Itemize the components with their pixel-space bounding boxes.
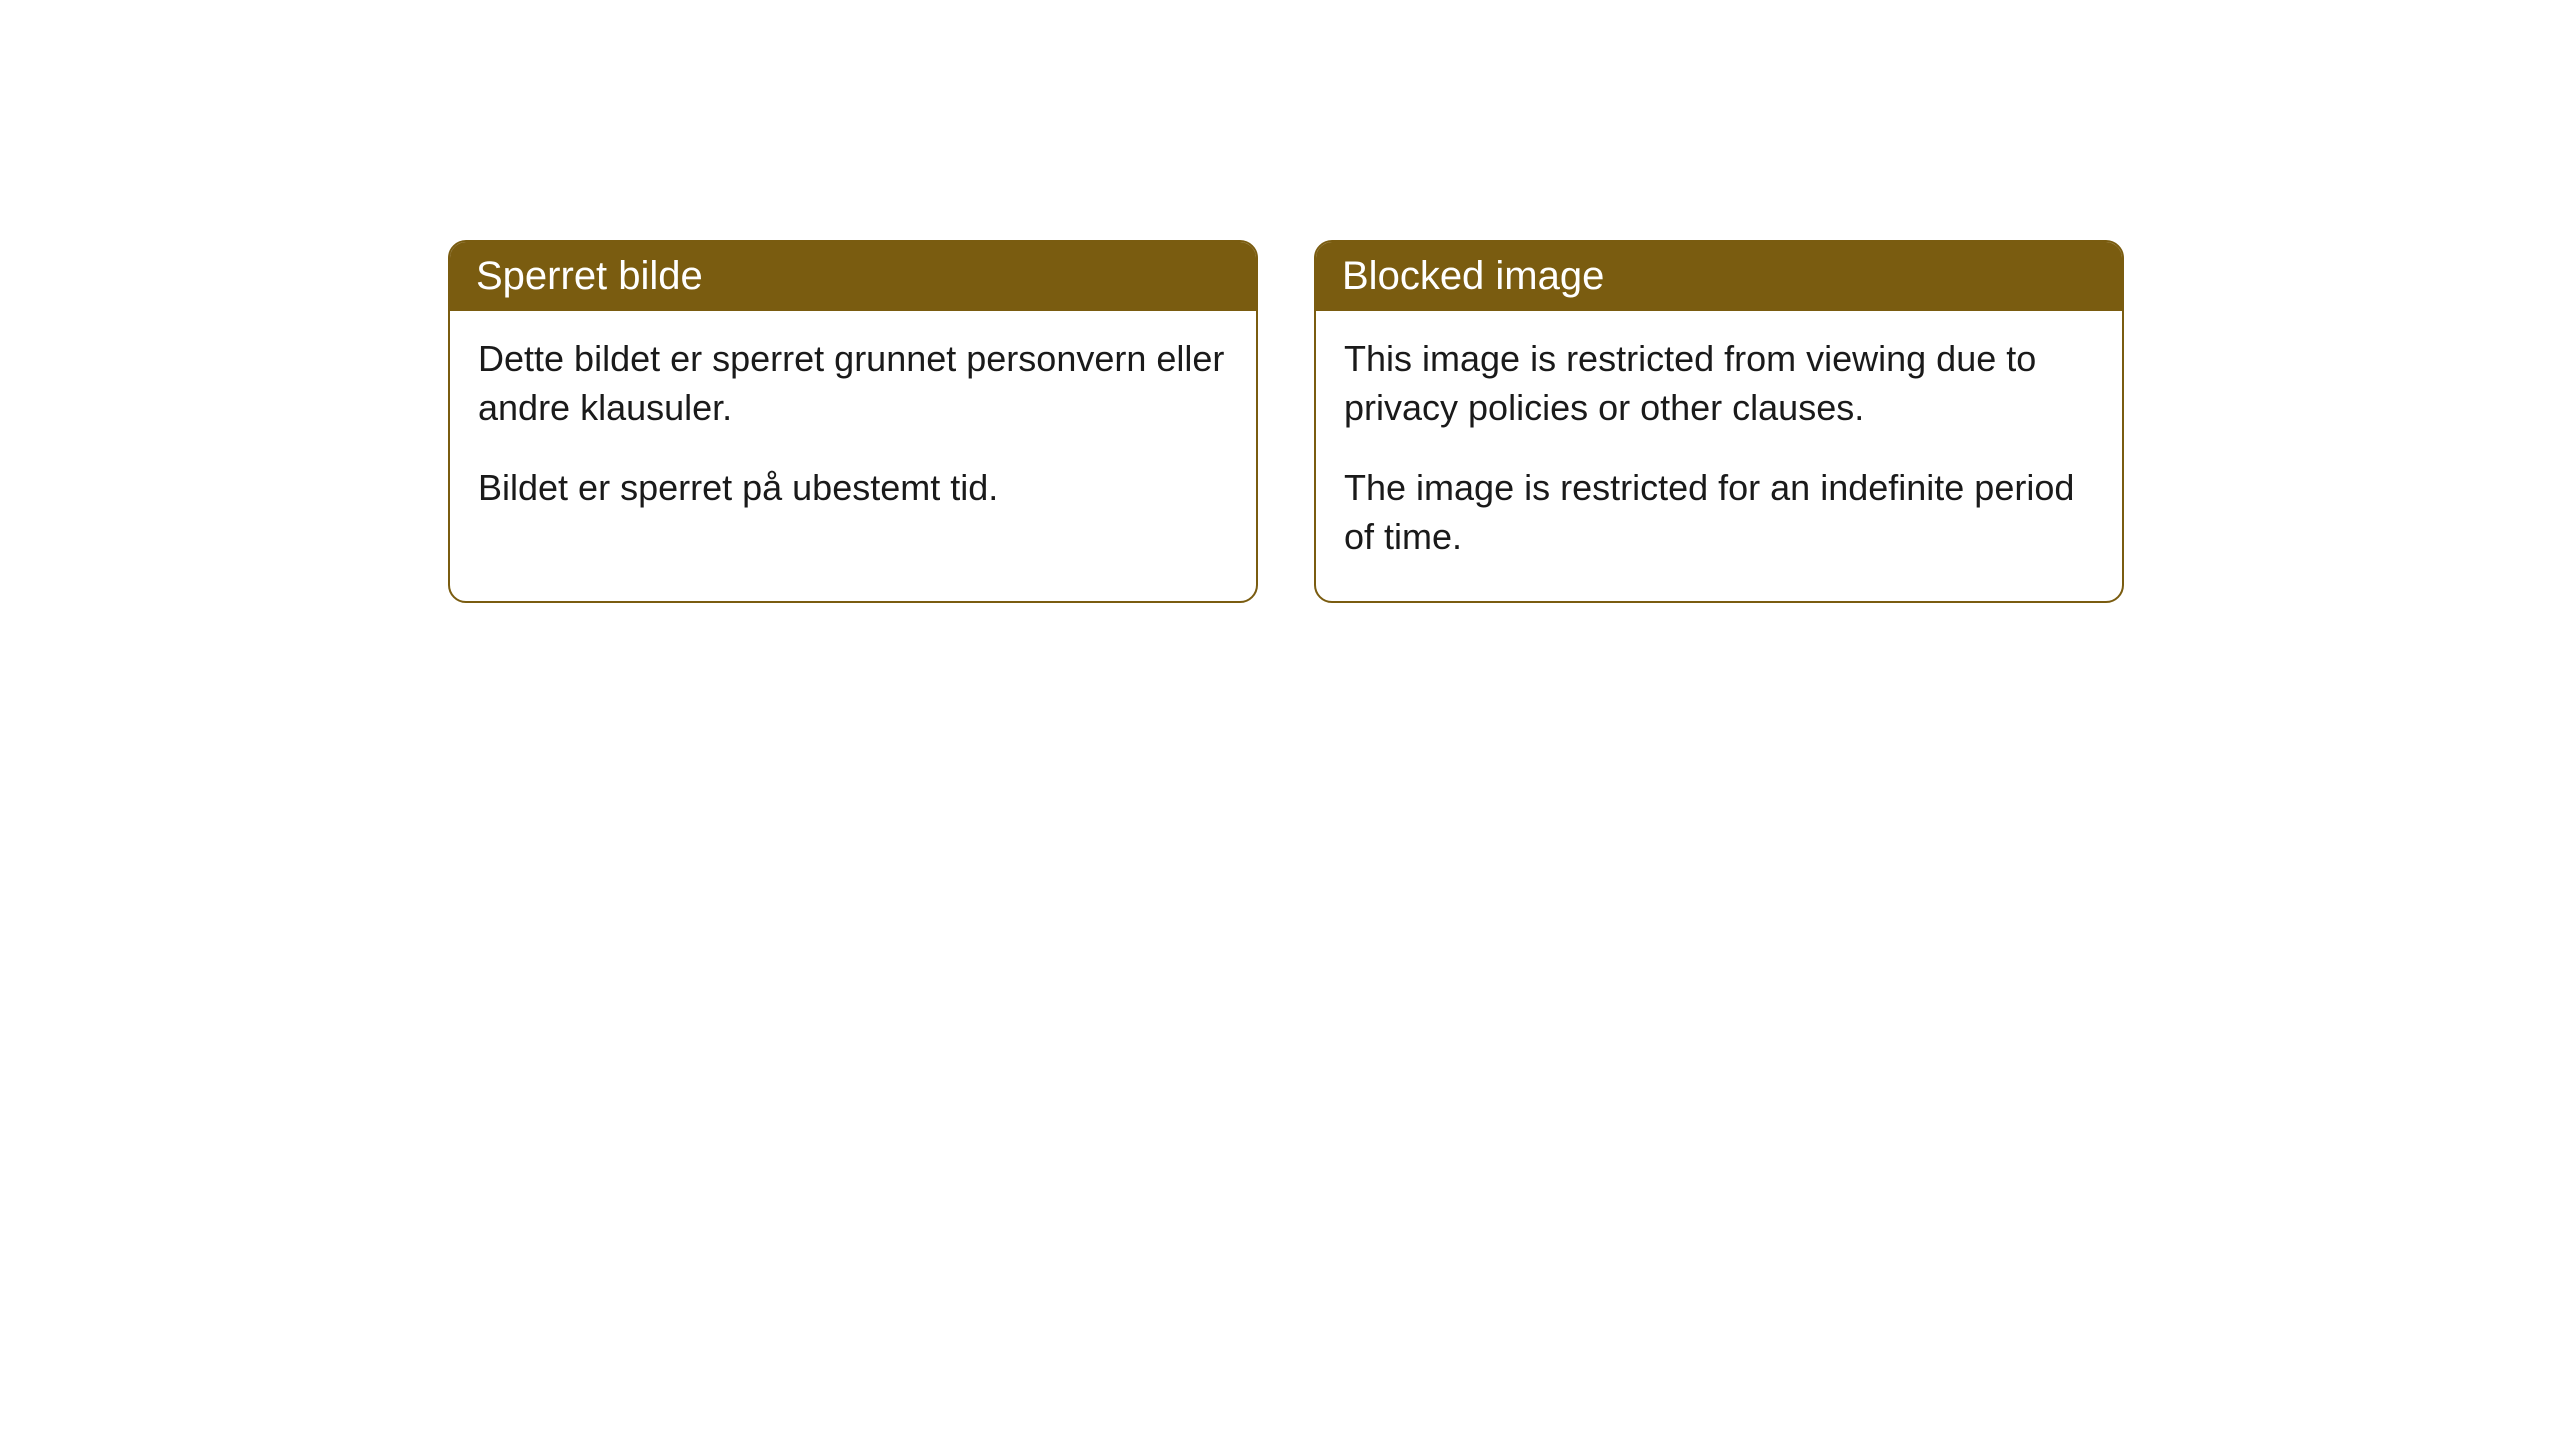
blocked-image-card-no: Sperret bilde Dette bildet er sperret gr… [448,240,1258,603]
notice-container: Sperret bilde Dette bildet er sperret gr… [448,240,2124,603]
card-paragraph-2-no: Bildet er sperret på ubestemt tid. [478,464,1228,513]
card-paragraph-1-en: This image is restricted from viewing du… [1344,335,2094,432]
card-header-no: Sperret bilde [450,242,1256,311]
card-header-en: Blocked image [1316,242,2122,311]
card-paragraph-2-en: The image is restricted for an indefinit… [1344,464,2094,561]
blocked-image-card-en: Blocked image This image is restricted f… [1314,240,2124,603]
card-body-en: This image is restricted from viewing du… [1316,311,2122,601]
card-body-no: Dette bildet er sperret grunnet personve… [450,311,1256,553]
card-paragraph-1-no: Dette bildet er sperret grunnet personve… [478,335,1228,432]
